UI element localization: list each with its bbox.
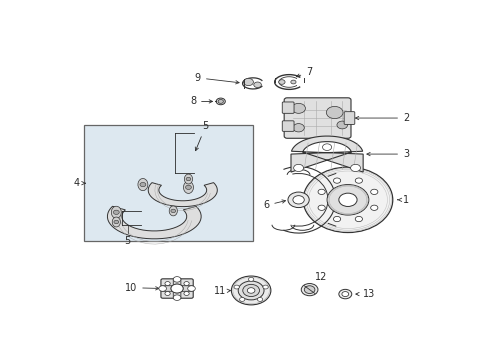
Polygon shape xyxy=(148,183,217,207)
FancyBboxPatch shape xyxy=(284,98,351,138)
Circle shape xyxy=(293,195,304,204)
Circle shape xyxy=(291,80,296,84)
Polygon shape xyxy=(184,174,193,184)
Circle shape xyxy=(326,107,343,118)
FancyBboxPatch shape xyxy=(344,112,355,125)
Text: 3: 3 xyxy=(367,149,409,159)
Circle shape xyxy=(334,178,341,183)
Polygon shape xyxy=(184,181,194,193)
Circle shape xyxy=(301,284,318,296)
FancyBboxPatch shape xyxy=(84,125,253,242)
Circle shape xyxy=(355,178,363,183)
Polygon shape xyxy=(138,179,148,191)
Text: 5: 5 xyxy=(196,121,209,150)
Circle shape xyxy=(173,276,181,282)
Circle shape xyxy=(186,185,192,189)
Circle shape xyxy=(173,295,181,301)
Circle shape xyxy=(113,210,119,215)
Circle shape xyxy=(294,164,303,172)
Text: 4: 4 xyxy=(74,178,85,188)
Circle shape xyxy=(159,286,167,291)
Circle shape xyxy=(165,282,170,285)
Circle shape xyxy=(304,286,315,293)
Circle shape xyxy=(318,189,325,194)
FancyBboxPatch shape xyxy=(173,278,181,299)
Circle shape xyxy=(339,289,352,299)
Circle shape xyxy=(288,192,309,208)
Circle shape xyxy=(322,144,332,150)
Circle shape xyxy=(248,278,254,281)
Text: 13: 13 xyxy=(356,289,375,299)
Circle shape xyxy=(171,284,183,293)
Text: 1: 1 xyxy=(397,195,409,205)
Text: 9: 9 xyxy=(195,73,239,84)
Circle shape xyxy=(238,281,264,300)
Circle shape xyxy=(334,216,341,222)
Text: 12: 12 xyxy=(315,273,327,283)
Circle shape xyxy=(254,82,261,87)
Polygon shape xyxy=(107,206,201,239)
Circle shape xyxy=(218,99,223,103)
Text: 2: 2 xyxy=(355,113,409,123)
FancyBboxPatch shape xyxy=(161,279,193,298)
Circle shape xyxy=(293,123,304,132)
Circle shape xyxy=(247,288,255,293)
Text: 6: 6 xyxy=(263,200,286,210)
Circle shape xyxy=(140,183,146,187)
FancyBboxPatch shape xyxy=(282,121,294,131)
Text: 10: 10 xyxy=(125,283,159,293)
Polygon shape xyxy=(111,206,122,219)
Circle shape xyxy=(370,205,378,210)
Circle shape xyxy=(114,220,119,224)
Circle shape xyxy=(244,78,253,86)
Circle shape xyxy=(231,276,271,305)
Circle shape xyxy=(188,286,196,291)
Circle shape xyxy=(234,285,239,289)
Polygon shape xyxy=(112,217,121,227)
FancyBboxPatch shape xyxy=(161,286,193,291)
Text: 11: 11 xyxy=(214,286,230,296)
Circle shape xyxy=(339,193,357,207)
Circle shape xyxy=(263,285,268,289)
Text: 7: 7 xyxy=(296,67,313,77)
Circle shape xyxy=(279,80,285,84)
Circle shape xyxy=(171,209,176,213)
Circle shape xyxy=(257,297,263,301)
Polygon shape xyxy=(291,136,363,172)
Circle shape xyxy=(318,205,325,210)
Circle shape xyxy=(184,292,189,296)
Circle shape xyxy=(186,177,191,181)
Circle shape xyxy=(370,189,378,194)
Circle shape xyxy=(351,164,361,172)
Polygon shape xyxy=(169,206,177,216)
Text: 8: 8 xyxy=(190,96,213,107)
Circle shape xyxy=(240,297,245,301)
Circle shape xyxy=(355,216,363,222)
Circle shape xyxy=(216,98,225,105)
Circle shape xyxy=(171,284,183,293)
Circle shape xyxy=(303,167,393,233)
Circle shape xyxy=(165,292,170,296)
Circle shape xyxy=(292,103,305,113)
Circle shape xyxy=(337,121,347,129)
Text: 5: 5 xyxy=(124,236,131,246)
Circle shape xyxy=(327,185,369,215)
Circle shape xyxy=(243,284,260,297)
Circle shape xyxy=(184,282,189,285)
Circle shape xyxy=(342,292,349,297)
FancyBboxPatch shape xyxy=(282,102,294,113)
